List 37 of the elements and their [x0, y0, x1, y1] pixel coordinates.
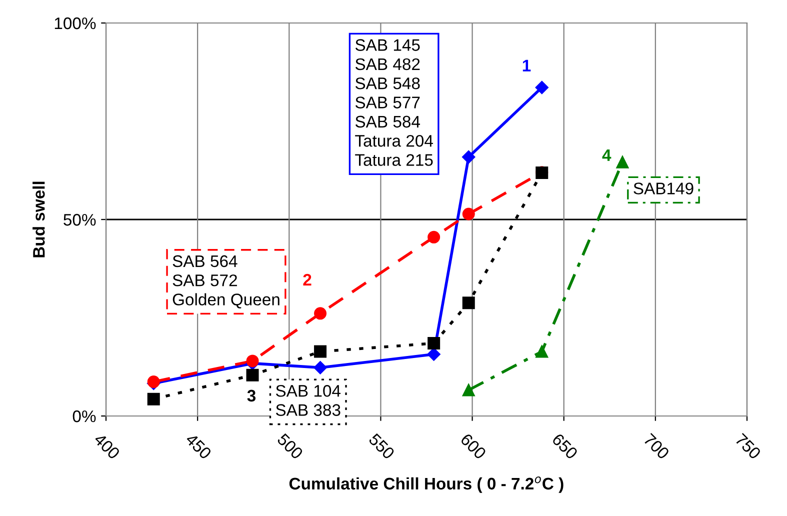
x-tick-label: 750 — [734, 432, 762, 460]
y-axis-title: Bud swell — [32, 182, 45, 258]
point — [616, 156, 629, 168]
x-tick-label: 450 — [184, 432, 212, 460]
series-label: 2 — [303, 274, 312, 286]
series-label: 4 — [602, 149, 612, 161]
y-tick-label: 0% — [72, 410, 96, 422]
point — [314, 307, 327, 320]
annotation: SAB 564 SAB 572 Golden Queen — [172, 255, 280, 308]
point — [428, 230, 440, 244]
point — [427, 348, 440, 361]
point — [462, 384, 475, 396]
x-axis-title: Cumulative Chill Hours ( 0 - 7.2$^{o}$C ) — [289, 476, 564, 493]
point — [246, 354, 259, 368]
x-tick-label: 600 — [460, 432, 487, 460]
point — [314, 345, 327, 358]
x-tick-label: 650 — [551, 432, 578, 460]
x-tick-label: 400 — [93, 432, 121, 460]
series-label: 3 — [247, 390, 256, 402]
y-tick-label: 100% — [54, 17, 96, 30]
y-tick-label: 50% — [64, 214, 96, 226]
x-tick-label: 700 — [643, 432, 670, 460]
point — [246, 368, 259, 382]
point — [314, 361, 327, 374]
point — [462, 150, 476, 164]
point — [536, 345, 548, 358]
series-label: 1 — [522, 60, 531, 72]
point — [462, 208, 475, 220]
x-tick-label: 550 — [368, 432, 396, 460]
point — [462, 296, 475, 310]
annotation: SAB 145 SAB 482 SAB 548 SAB 577 SAB 584 Tatura 204 Tatura 215 — [355, 39, 433, 166]
x-tick-label: 500 — [276, 432, 304, 460]
point — [428, 337, 440, 350]
annotation: SAB 104 SAB 383 — [276, 385, 341, 416]
point — [535, 80, 548, 94]
annotation: SAB149 — [634, 182, 694, 194]
point — [147, 392, 160, 406]
